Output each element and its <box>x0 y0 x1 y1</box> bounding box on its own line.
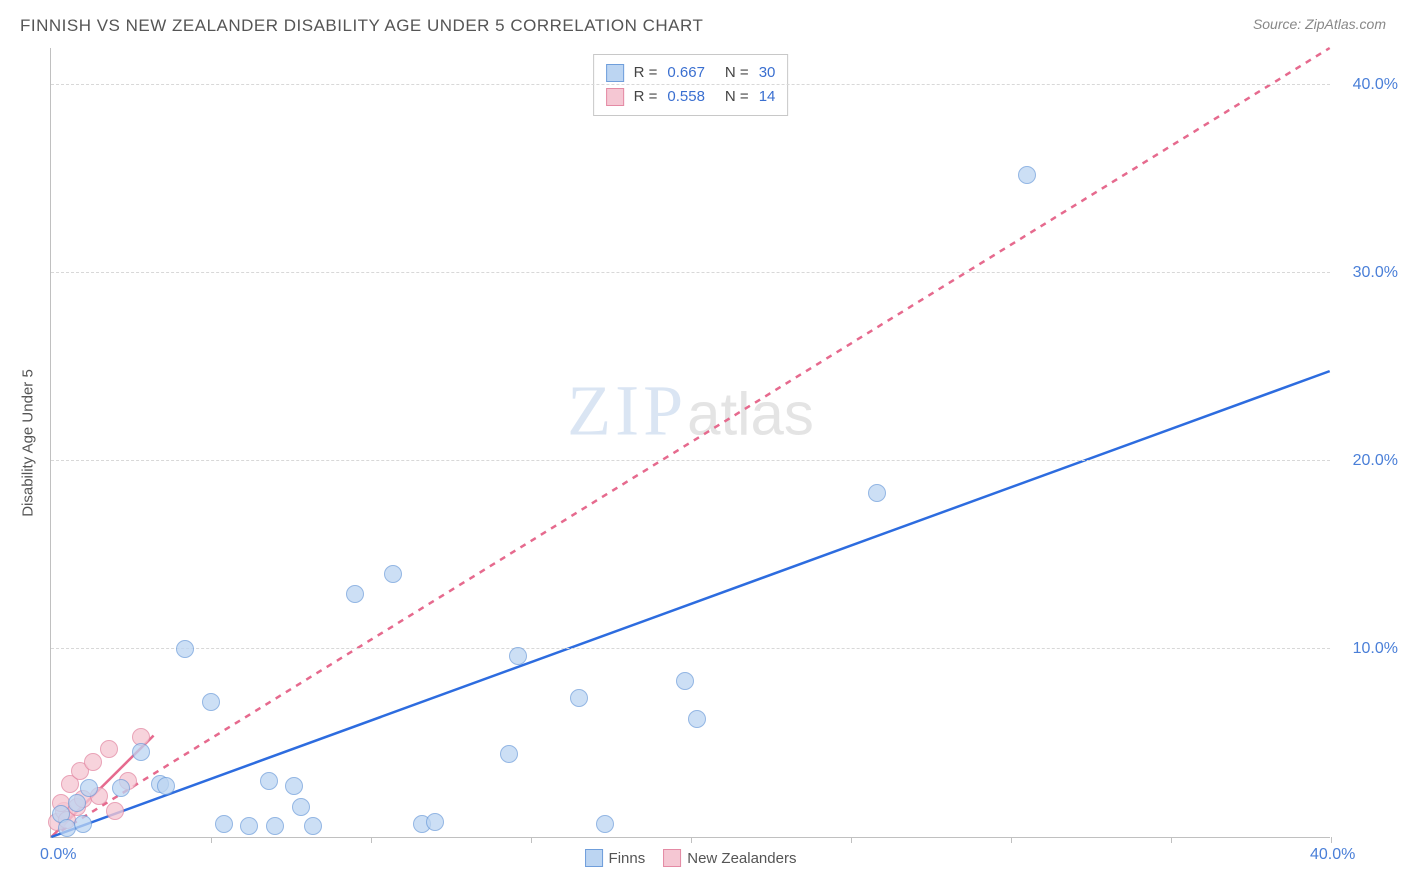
scatter-point-finns <box>266 817 284 835</box>
scatter-point-finns <box>240 817 258 835</box>
grid-line <box>51 84 1330 85</box>
x-tick <box>691 837 692 843</box>
n-value-finns: 30 <box>759 61 776 85</box>
scatter-point-finns <box>500 745 518 763</box>
trend-line <box>51 371 1329 837</box>
x-tick <box>371 837 372 843</box>
x-tick <box>1171 837 1172 843</box>
scatter-point-finns <box>285 777 303 795</box>
legend-label-nz: New Zealanders <box>687 850 796 867</box>
legend-row-nz: R = 0.558 N = 14 <box>606 85 776 109</box>
scatter-point-finns <box>157 777 175 795</box>
n-label: N = <box>725 61 749 85</box>
x-max-label: 40.0% <box>1310 846 1355 864</box>
x-tick <box>211 837 212 843</box>
grid-line <box>51 648 1330 649</box>
correlation-legend: R = 0.667 N = 30 R = 0.558 N = 14 <box>593 54 789 116</box>
x-tick <box>1331 837 1332 843</box>
x-tick <box>851 837 852 843</box>
scatter-point-finns <box>215 815 233 833</box>
scatter-point-finns <box>260 772 278 790</box>
y-axis-label: Disability Age Under 5 <box>20 369 37 517</box>
scatter-point-finns <box>676 672 694 690</box>
scatter-point-finns <box>68 794 86 812</box>
scatter-point-nz <box>84 753 102 771</box>
scatter-point-finns <box>384 565 402 583</box>
grid-line <box>51 460 1330 461</box>
r-label: R = <box>634 61 658 85</box>
scatter-point-finns <box>868 484 886 502</box>
scatter-point-finns <box>1018 166 1036 184</box>
x-tick <box>531 837 532 843</box>
legend-label-finns: Finns <box>609 850 646 867</box>
n-value-nz: 14 <box>759 85 776 109</box>
scatter-point-finns <box>304 817 322 835</box>
chart-header: FINNISH VS NEW ZEALANDER DISABILITY AGE … <box>20 16 1386 36</box>
y-tick-label: 10.0% <box>1353 640 1398 658</box>
chart-title: FINNISH VS NEW ZEALANDER DISABILITY AGE … <box>20 16 703 36</box>
scatter-point-finns <box>176 640 194 658</box>
series-legend: Finns New Zealanders <box>585 849 797 867</box>
n-label: N = <box>725 85 749 109</box>
legend-item-finns: Finns <box>585 849 646 867</box>
scatter-point-finns <box>426 813 444 831</box>
y-tick-label: 20.0% <box>1353 452 1398 470</box>
r-value-nz: 0.558 <box>667 85 705 109</box>
swatch-finns <box>585 849 603 867</box>
swatch-finns <box>606 64 624 82</box>
grid-line <box>51 272 1330 273</box>
chart-source: Source: ZipAtlas.com <box>1253 16 1386 32</box>
x-origin-label: 0.0% <box>40 846 76 864</box>
scatter-point-finns <box>688 710 706 728</box>
legend-item-nz: New Zealanders <box>663 849 796 867</box>
scatter-point-finns <box>80 779 98 797</box>
r-label: R = <box>634 85 658 109</box>
y-axis-label-container: Disability Age Under 5 <box>8 48 48 838</box>
y-tick-label: 40.0% <box>1353 76 1398 94</box>
scatter-point-nz <box>100 740 118 758</box>
r-value-finns: 0.667 <box>667 61 705 85</box>
scatter-point-finns <box>74 815 92 833</box>
scatter-point-nz <box>106 802 124 820</box>
scatter-point-finns <box>596 815 614 833</box>
x-tick <box>1011 837 1012 843</box>
scatter-point-finns <box>112 779 130 797</box>
scatter-point-finns <box>346 585 364 603</box>
scatter-point-finns <box>132 743 150 761</box>
scatter-point-finns <box>509 647 527 665</box>
scatter-point-finns <box>292 798 310 816</box>
plot-area: ZIPatlas R = 0.667 N = 30 R = 0.558 N = … <box>50 48 1330 838</box>
swatch-nz <box>606 88 624 106</box>
swatch-nz <box>663 849 681 867</box>
scatter-point-finns <box>570 689 588 707</box>
legend-row-finns: R = 0.667 N = 30 <box>606 61 776 85</box>
y-tick-label: 30.0% <box>1353 264 1398 282</box>
scatter-point-finns <box>202 693 220 711</box>
